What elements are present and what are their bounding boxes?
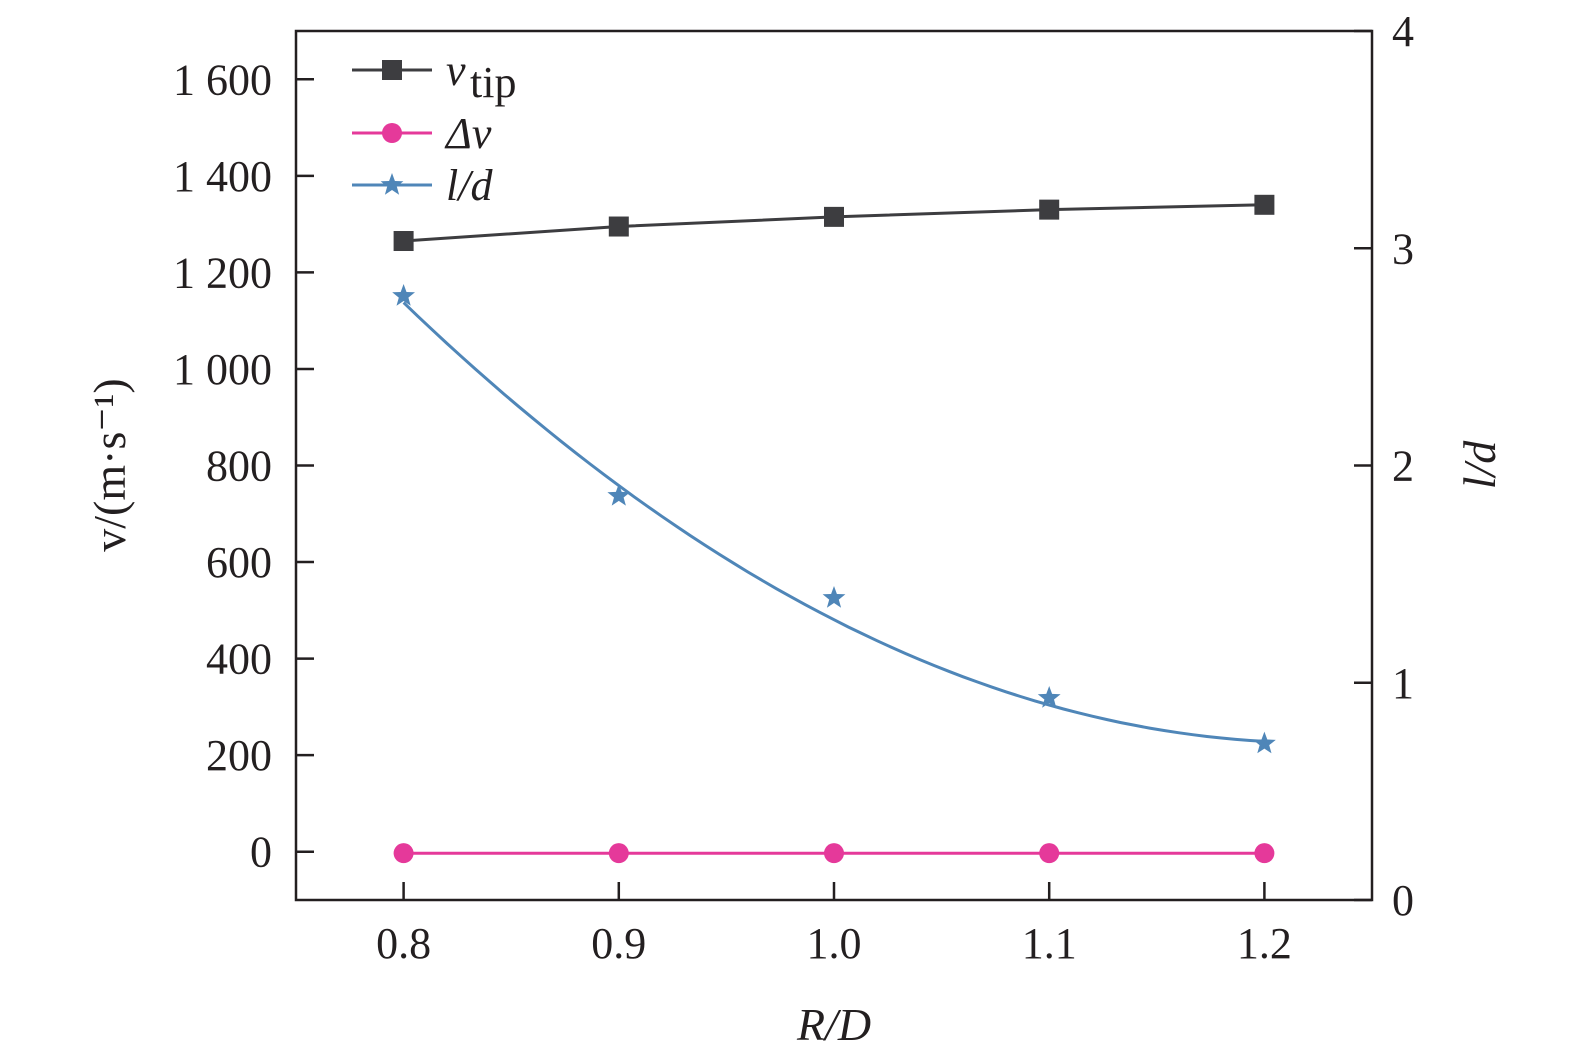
y-left-tick-label: 1 000: [173, 345, 272, 394]
legend-label-l-d: l/d: [446, 161, 493, 210]
data-point-delta-v: [608, 843, 629, 864]
data-point-l-d: [1037, 686, 1061, 708]
data-point-vtip: [824, 206, 844, 227]
y-left-tick-label: 400: [206, 635, 272, 684]
y-right-tick-label: 3: [1392, 224, 1414, 273]
data-point-l-d: [392, 284, 415, 306]
data-point-vtip: [1039, 199, 1060, 220]
y-left-tick-label: 600: [206, 538, 272, 587]
y-left-tick-label: 1 200: [173, 248, 272, 297]
legend-marker-delta-v: [382, 123, 402, 143]
y-right-tick-label: 4: [1392, 7, 1414, 56]
y-axis-left-title: v/(m·s⁻¹): [84, 378, 135, 552]
data-point-l-d: [1253, 731, 1276, 754]
x-tick-label: 1.1: [1022, 919, 1077, 968]
x-tick-label: 0.8: [376, 919, 431, 968]
legend-item-delta-v: Δv: [352, 109, 492, 158]
y-left-tick-label: 200: [206, 731, 272, 780]
series-1: [393, 843, 1275, 864]
series-0: [393, 194, 1275, 252]
legend-item-vtip: v tip: [352, 46, 516, 107]
x-tick-label: 1.0: [807, 919, 862, 968]
y-right-tick-label: 2: [1392, 442, 1414, 491]
y-right-tick-label: 1: [1392, 659, 1414, 708]
series-line-l-d-fit: [402, 301, 1265, 743]
series-2: [392, 284, 1276, 754]
data-point-delta-v: [1039, 843, 1060, 864]
y-left-tick-label: 800: [206, 442, 272, 491]
legend-label-vtip-sub: tip: [470, 58, 516, 107]
y-right-tick-label: 0: [1392, 876, 1414, 925]
y-left-tick-label: 0: [250, 828, 272, 877]
y-axis-right-title: l/d: [1454, 440, 1505, 490]
y-left-tick-label: 1 600: [173, 55, 272, 104]
legend-label-vtip: v: [446, 46, 466, 95]
x-tick-label: 0.9: [591, 919, 646, 968]
data-point-vtip: [608, 216, 629, 237]
data-point-vtip: [393, 231, 414, 252]
legend-marker-vtip: [382, 60, 402, 80]
y-left-tick-label: 1 400: [173, 152, 272, 201]
ticks: 0.8 0.9 1.0 1.1 1.2 0 200 400 600 800 1 000 1 200 1 …: [173, 7, 1414, 968]
legend: v tip Δv l/d: [352, 46, 516, 210]
data-point-delta-v: [393, 843, 414, 864]
x-axis-title: R/D: [796, 999, 871, 1050]
legend-label-delta-v: Δv: [444, 109, 492, 158]
x-tick-label: 1.2: [1237, 919, 1292, 968]
legend-item-l-d: l/d: [352, 161, 493, 210]
legend-marker-l-d: [380, 173, 404, 195]
series-layer: [392, 194, 1276, 864]
data-point-delta-v: [1254, 843, 1275, 864]
data-point-l-d: [822, 586, 846, 608]
data-point-vtip: [1254, 194, 1275, 215]
data-point-delta-v: [824, 843, 844, 864]
data-point-l-d: [607, 483, 631, 506]
